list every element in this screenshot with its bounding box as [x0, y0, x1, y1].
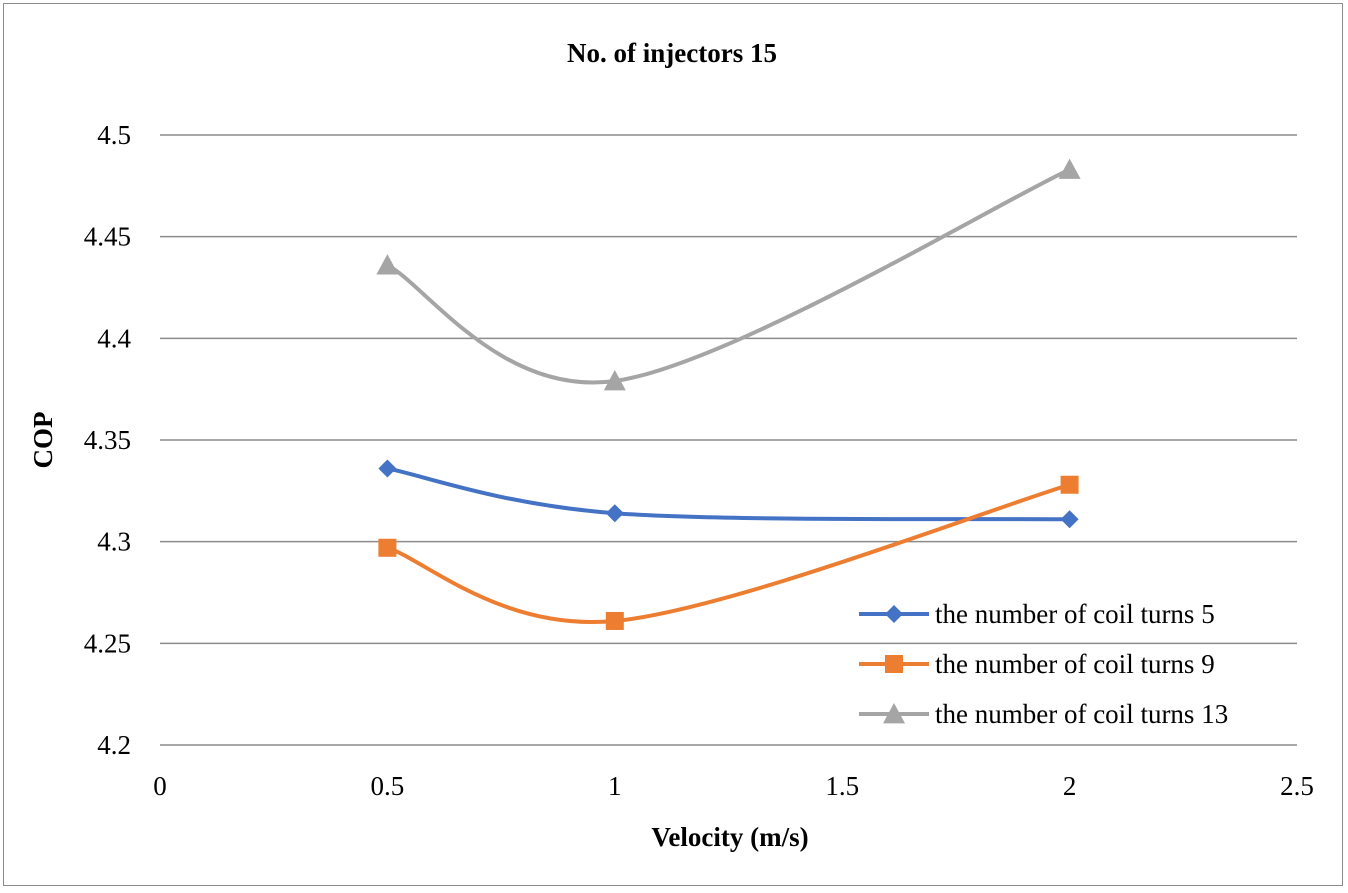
- legend-label: the number of coil turns 13: [935, 699, 1228, 729]
- series-3: [376, 158, 1081, 391]
- series-line: [385, 466, 1072, 522]
- y-tick-label: 4.45: [84, 222, 131, 252]
- data-point: [605, 504, 624, 523]
- data-point: [603, 370, 626, 391]
- legend: the number of coil turns 5 the number of …: [859, 599, 1228, 729]
- y-axis-label: COP: [28, 412, 58, 469]
- y-tick-label: 4.5: [97, 120, 131, 150]
- x-tick-label: 1.5: [825, 771, 859, 801]
- x-tick-label: 2: [1063, 771, 1077, 801]
- legend-marker: [883, 703, 905, 724]
- data-point: [605, 611, 624, 630]
- x-tick-labels: 0 0.5 1 1.5 2 2.5: [153, 771, 1314, 801]
- legend-marker: [885, 605, 903, 623]
- series-line: [385, 167, 1072, 385]
- data-point: [1058, 158, 1081, 179]
- y-tick-label: 4.3: [97, 527, 131, 557]
- x-axis-label: Velocity (m/s): [651, 822, 808, 852]
- data-point: [378, 459, 397, 478]
- data-point: [1060, 475, 1079, 494]
- legend-label: the number of coil turns 9: [935, 649, 1215, 679]
- series-group: [376, 158, 1081, 630]
- legend-item: the number of coil turns 5: [859, 599, 1215, 629]
- legend-label: the number of coil turns 5: [935, 599, 1215, 629]
- y-tick-label: 4.2: [97, 730, 131, 760]
- data-point: [1060, 510, 1079, 529]
- chart-title: No. of injectors 15: [567, 38, 777, 68]
- gridlines: [160, 134, 1297, 746]
- chart-frame: [3, 3, 1343, 886]
- y-tick-label: 4.35: [84, 425, 131, 455]
- x-tick-label: 0: [153, 771, 167, 801]
- y-tick-label: 4.25: [84, 628, 131, 658]
- legend-marker: [885, 655, 903, 673]
- data-point: [378, 538, 397, 557]
- series-line: [385, 482, 1072, 624]
- y-tick-label: 4.4: [97, 323, 131, 353]
- x-tick-label: 2.5: [1280, 771, 1314, 801]
- y-tick-labels: 4.2 4.25 4.3 4.35 4.4 4.45 4.5: [84, 120, 132, 760]
- legend-item: the number of coil turns 9: [859, 649, 1215, 679]
- data-point: [376, 254, 399, 275]
- x-tick-label: 0.5: [371, 771, 405, 801]
- x-tick-label: 1: [608, 771, 622, 801]
- series-2: [378, 475, 1079, 630]
- legend-item: the number of coil turns 13: [859, 699, 1228, 729]
